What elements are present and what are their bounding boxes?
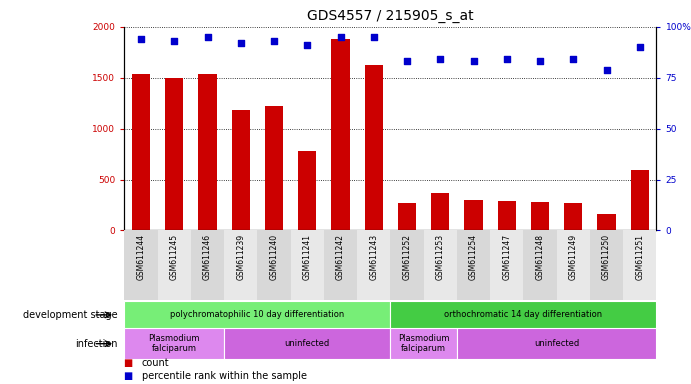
Bar	[224, 328, 390, 359]
Bar	[224, 230, 257, 300]
Text: GSM611250: GSM611250	[602, 234, 611, 280]
Point	[568, 56, 579, 63]
Bar	[390, 230, 424, 300]
Bar	[431, 193, 449, 230]
Text: GSM611248: GSM611248	[536, 234, 545, 280]
Text: percentile rank within the sample: percentile rank within the sample	[142, 371, 307, 381]
Bar	[291, 230, 324, 300]
Bar	[464, 200, 483, 230]
Bar	[590, 230, 623, 300]
Bar	[257, 230, 291, 300]
Bar	[398, 203, 416, 230]
Bar	[124, 328, 224, 359]
Text: GSM611239: GSM611239	[236, 234, 245, 280]
Text: Plasmodium
falciparum: Plasmodium falciparum	[398, 334, 449, 353]
Bar	[490, 230, 524, 300]
Text: GSM611241: GSM611241	[303, 234, 312, 280]
Bar	[124, 230, 158, 300]
Bar	[631, 170, 649, 230]
Bar	[557, 230, 590, 300]
Point	[269, 38, 280, 44]
Bar	[523, 230, 557, 300]
Point	[601, 66, 612, 73]
Text: orthochromatic 14 day differentiation: orthochromatic 14 day differentiation	[444, 310, 603, 319]
Bar	[598, 214, 616, 230]
Bar	[332, 39, 350, 230]
Bar	[198, 74, 217, 230]
Text: GSM611252: GSM611252	[403, 234, 412, 280]
Point	[302, 42, 313, 48]
Bar	[531, 202, 549, 230]
Bar	[231, 110, 250, 230]
Point	[135, 36, 146, 42]
Point	[468, 58, 479, 65]
Text: development stage: development stage	[23, 310, 117, 320]
Bar	[357, 230, 390, 300]
Point	[501, 56, 512, 63]
Point	[169, 38, 180, 44]
Point	[335, 34, 346, 40]
Point	[535, 58, 546, 65]
Bar	[365, 65, 383, 230]
Text: ■: ■	[124, 371, 137, 381]
Title: GDS4557 / 215905_s_at: GDS4557 / 215905_s_at	[307, 9, 474, 23]
Bar	[390, 328, 457, 359]
Text: infection: infection	[75, 339, 117, 349]
Bar	[564, 203, 583, 230]
Bar	[298, 151, 316, 230]
Text: GSM611242: GSM611242	[336, 234, 345, 280]
Bar	[158, 230, 191, 300]
Point	[634, 44, 645, 50]
Text: uninfected: uninfected	[534, 339, 579, 348]
Text: GSM611240: GSM611240	[269, 234, 278, 280]
Point	[401, 58, 413, 65]
Bar	[424, 230, 457, 300]
Bar	[623, 230, 656, 300]
Text: GSM611249: GSM611249	[569, 234, 578, 280]
Text: GSM611244: GSM611244	[137, 234, 146, 280]
Text: polychromatophilic 10 day differentiation: polychromatophilic 10 day differentiatio…	[170, 310, 345, 319]
Bar	[191, 230, 224, 300]
Bar	[457, 328, 656, 359]
Text: GSM611245: GSM611245	[170, 234, 179, 280]
Text: GSM611246: GSM611246	[203, 234, 212, 280]
Point	[435, 56, 446, 63]
Bar	[390, 301, 656, 328]
Bar	[265, 106, 283, 230]
Text: uninfected: uninfected	[285, 339, 330, 348]
Bar	[324, 230, 357, 300]
Bar	[124, 301, 390, 328]
Text: ■: ■	[124, 358, 137, 368]
Bar	[165, 78, 183, 230]
Text: count: count	[142, 358, 169, 368]
Text: GSM611243: GSM611243	[369, 234, 378, 280]
Text: GSM611253: GSM611253	[436, 234, 445, 280]
Text: GSM611251: GSM611251	[635, 234, 644, 280]
Point	[202, 34, 213, 40]
Text: Plasmodium
falciparum: Plasmodium falciparum	[149, 334, 200, 353]
Bar	[498, 201, 516, 230]
Point	[368, 34, 379, 40]
Text: GSM611247: GSM611247	[502, 234, 511, 280]
Bar	[457, 230, 490, 300]
Bar	[132, 74, 150, 230]
Point	[235, 40, 246, 46]
Text: GSM611254: GSM611254	[469, 234, 478, 280]
